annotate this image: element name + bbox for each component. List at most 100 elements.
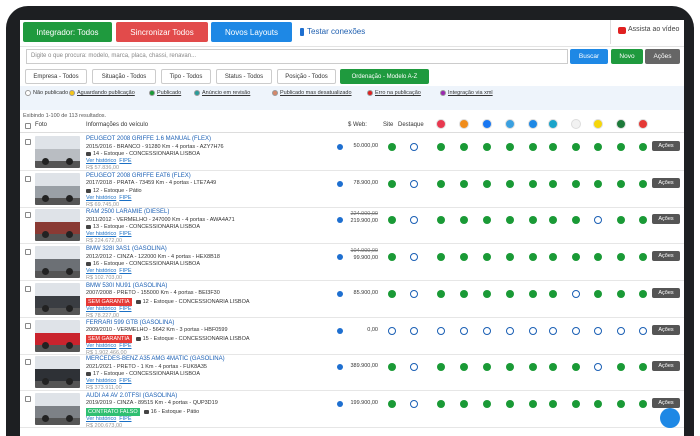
status-dot[interactable] — [483, 290, 491, 298]
vehicle-title[interactable]: PEUGEOT 2008 GRIFFE EAT6 (FLEX) — [86, 173, 191, 179]
status-dot[interactable] — [460, 143, 468, 151]
status-dot[interactable] — [639, 363, 647, 371]
vehicle-title[interactable]: PEUGEOT 2008 GRIFFE 1.6 MANUAL (FLEX) — [86, 136, 211, 142]
status-dot[interactable] — [388, 290, 396, 298]
status-dot[interactable] — [460, 253, 468, 261]
status-dot[interactable] — [460, 290, 468, 298]
gear-icon[interactable] — [337, 328, 343, 334]
vehicle-title[interactable]: AUDI A4 AV 2.0TFSI (GASOLINA) — [86, 393, 177, 399]
status-dot[interactable] — [549, 253, 557, 261]
gear-icon[interactable] — [337, 254, 343, 260]
status-dot[interactable] — [483, 400, 491, 408]
fipe-link[interactable]: FIPE — [119, 231, 131, 237]
status-dot[interactable] — [437, 400, 445, 408]
novos-layouts-button[interactable]: Novos Layouts — [211, 22, 292, 42]
filter-button[interactable]: Posição - Todos — [277, 69, 336, 84]
status-dot[interactable] — [437, 327, 445, 335]
vehicle-photo[interactable] — [35, 209, 80, 241]
status-dot[interactable] — [506, 253, 514, 261]
fipe-link[interactable]: FIPE — [119, 343, 131, 349]
status-dot[interactable] — [549, 327, 557, 335]
status-dot[interactable] — [572, 363, 580, 371]
fipe-link[interactable]: FIPE — [119, 195, 131, 201]
row-actions-button[interactable]: Ações — [652, 214, 680, 224]
status-dot[interactable] — [483, 327, 491, 335]
novo-button[interactable]: Novo — [611, 49, 643, 64]
status-dot[interactable] — [639, 180, 647, 188]
integrador-button[interactable]: Integrador: Todos — [23, 22, 112, 42]
row-checkbox[interactable] — [25, 176, 31, 182]
status-dot[interactable] — [529, 143, 537, 151]
status-dot[interactable] — [529, 290, 537, 298]
status-dot[interactable] — [437, 363, 445, 371]
history-link[interactable]: Ver histórico — [86, 416, 116, 422]
status-dot[interactable] — [410, 216, 418, 224]
vehicle-photo[interactable] — [35, 173, 80, 205]
fipe-link[interactable]: FIPE — [119, 378, 131, 384]
status-dot[interactable] — [388, 363, 396, 371]
row-actions-button[interactable]: Ações — [652, 325, 680, 335]
status-dot[interactable] — [483, 143, 491, 151]
fipe-link[interactable]: FIPE — [119, 306, 131, 312]
status-dot[interactable] — [506, 180, 514, 188]
history-link[interactable]: Ver histórico — [86, 231, 116, 237]
status-dot[interactable] — [410, 290, 418, 298]
status-dot[interactable] — [572, 216, 580, 224]
status-dot[interactable] — [388, 180, 396, 188]
status-dot[interactable] — [437, 143, 445, 151]
row-checkbox[interactable] — [25, 286, 31, 292]
status-dot[interactable] — [572, 253, 580, 261]
status-dot[interactable] — [594, 400, 602, 408]
status-dot[interactable] — [639, 327, 647, 335]
row-actions-button[interactable]: Ações — [652, 288, 680, 298]
status-dot[interactable] — [617, 363, 625, 371]
status-dot[interactable] — [594, 253, 602, 261]
status-dot[interactable] — [594, 363, 602, 371]
buscar-button[interactable]: Buscar — [570, 49, 608, 64]
filter-button[interactable]: Empresa - Todos — [25, 69, 87, 84]
testar-link[interactable]: Testar conexões — [307, 27, 365, 36]
status-dot[interactable] — [594, 216, 602, 224]
vehicle-title[interactable]: RAM 2500 LARAMIE (DIESEL) — [86, 209, 169, 215]
status-dot[interactable] — [572, 143, 580, 151]
status-dot[interactable] — [617, 400, 625, 408]
status-dot[interactable] — [549, 216, 557, 224]
status-dot[interactable] — [460, 216, 468, 224]
status-dot[interactable] — [549, 180, 557, 188]
status-dot[interactable] — [506, 290, 514, 298]
vehicle-photo[interactable] — [35, 356, 80, 388]
status-dot[interactable] — [529, 180, 537, 188]
assista-link[interactable]: Assista ao vídeo — [628, 26, 679, 33]
gear-icon[interactable] — [337, 401, 343, 407]
status-dot[interactable] — [572, 180, 580, 188]
status-dot[interactable] — [460, 180, 468, 188]
status-dot[interactable] — [549, 143, 557, 151]
gear-icon[interactable] — [337, 217, 343, 223]
row-actions-button[interactable]: Ações — [652, 251, 680, 261]
row-actions-button[interactable]: Ações — [652, 361, 680, 371]
status-dot[interactable] — [410, 143, 418, 151]
sincronizar-button[interactable]: Sincronizar Todos — [116, 22, 208, 42]
status-dot[interactable] — [617, 180, 625, 188]
status-dot[interactable] — [388, 400, 396, 408]
history-link[interactable]: Ver histórico — [86, 378, 116, 384]
status-dot[interactable] — [388, 327, 396, 335]
status-dot[interactable] — [529, 363, 537, 371]
status-dot[interactable] — [549, 400, 557, 408]
status-dot[interactable] — [410, 327, 418, 335]
row-checkbox[interactable] — [25, 396, 31, 402]
history-link[interactable]: Ver histórico — [86, 306, 116, 312]
status-dot[interactable] — [617, 290, 625, 298]
status-dot[interactable] — [594, 327, 602, 335]
status-dot[interactable] — [617, 253, 625, 261]
vehicle-photo[interactable] — [35, 246, 80, 278]
gear-icon[interactable] — [337, 364, 343, 370]
gear-icon[interactable] — [337, 291, 343, 297]
acoes-button[interactable]: Ações — [645, 49, 680, 64]
status-dot[interactable] — [388, 253, 396, 261]
status-dot[interactable] — [460, 363, 468, 371]
row-actions-button[interactable]: Ações — [652, 178, 680, 188]
status-dot[interactable] — [594, 290, 602, 298]
status-dot[interactable] — [639, 253, 647, 261]
status-dot[interactable] — [437, 253, 445, 261]
